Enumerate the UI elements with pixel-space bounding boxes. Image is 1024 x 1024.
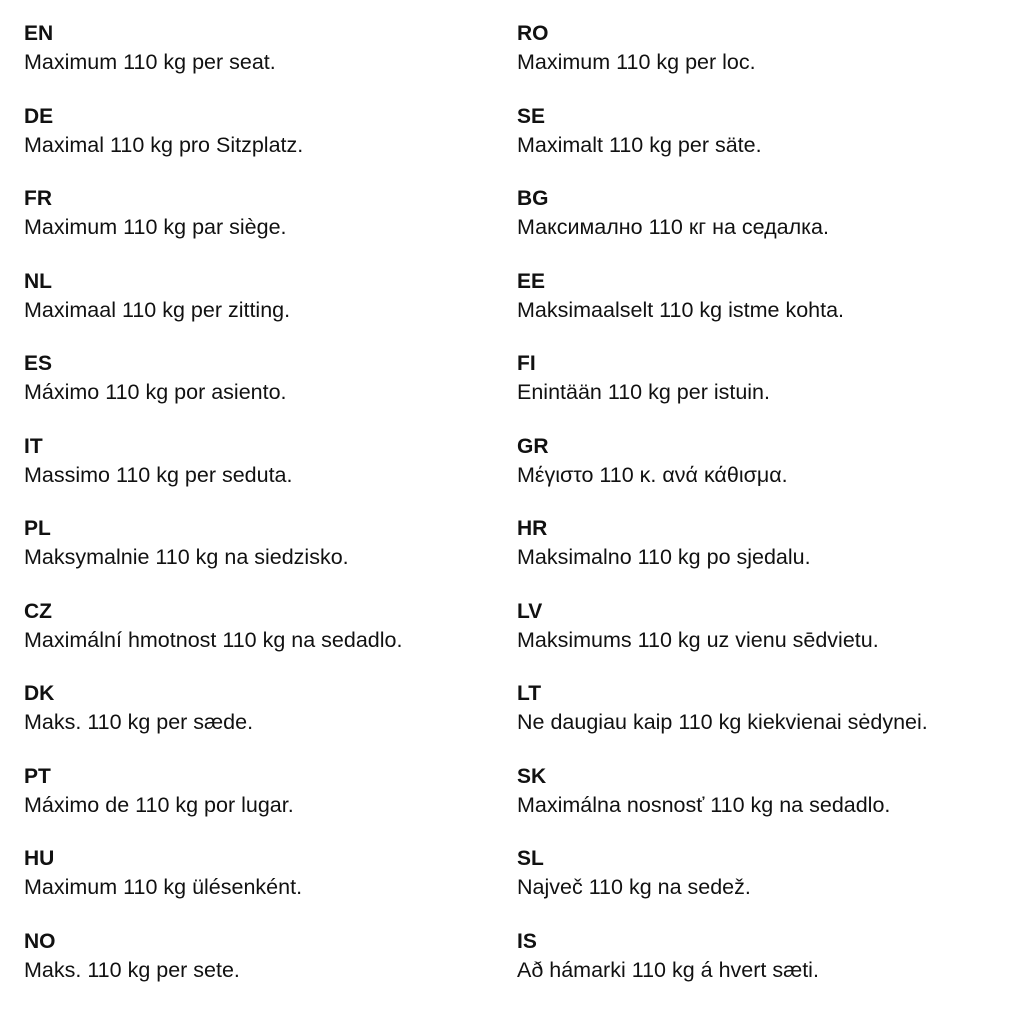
- language-entry: HU Maximum 110 kg ülésenként.: [24, 845, 514, 928]
- language-entry: RO Maximum 110 kg per loc.: [517, 20, 1007, 103]
- weight-limit-text: Максимално 110 кг на седалка.: [517, 215, 829, 239]
- language-code: SL: [517, 847, 544, 870]
- language-entry: CZ Maximální hmotnost 110 kg na sedadlo.: [24, 598, 514, 681]
- language-entry: GR Μέγιστο 110 κ. ανά κάθισμα.: [517, 433, 1007, 516]
- language-code: CZ: [24, 599, 52, 623]
- weight-limit-text: Največ 110 kg na sedež.: [517, 875, 751, 899]
- language-code: EE: [517, 269, 546, 293]
- weight-limit-text: Máximo 110 kg por asiento.: [24, 380, 287, 404]
- weight-limit-text: Maksimaalselt 110 kg istme kohta.: [517, 297, 845, 322]
- weight-limit-text: Μέγιστο 110 κ. ανά κάθισμα.: [517, 462, 788, 487]
- weight-limit-text: Maximum 110 kg par siège.: [24, 215, 287, 239]
- language-entry: LV Maksimums 110 kg uz vienu sēdvietu.: [517, 598, 1007, 681]
- language-code: HR: [517, 517, 548, 540]
- language-code: SE: [517, 104, 546, 128]
- language-code: LV: [517, 599, 543, 623]
- language-code: BG: [517, 187, 549, 210]
- language-code: GR: [517, 434, 549, 458]
- language-entry: FR Maximum 110 kg par siège.: [24, 185, 514, 268]
- weight-limit-text: Maximalt 110 kg per säte.: [517, 132, 762, 157]
- weight-limit-text: Að hámarki 110 kg á hvert sæti.: [517, 957, 819, 982]
- language-entry: EN Maximum 110 kg per seat.: [24, 20, 514, 103]
- language-entry: EE Maksimaalselt 110 kg istme kohta.: [517, 268, 1007, 351]
- weight-limit-text: Maksimums 110 kg uz vienu sēdvietu.: [517, 627, 879, 652]
- language-entry: FI Enintään 110 kg per istuin.: [517, 350, 1007, 433]
- language-entry: SE Maximalt 110 kg per säte.: [517, 103, 1007, 186]
- language-code: DE: [24, 104, 54, 128]
- weight-limit-text: Maks. 110 kg per sæde.: [24, 710, 254, 734]
- language-code: EN: [24, 22, 54, 45]
- language-entry: ES Máximo 110 kg por asiento.: [24, 350, 514, 433]
- language-code: IS: [517, 929, 537, 953]
- weight-limit-text: Maximum 110 kg ülésenként.: [24, 875, 303, 899]
- language-code: HU: [24, 847, 55, 870]
- language-entry: NL Maximaal 110 kg per zitting.: [24, 268, 514, 351]
- language-entry: HR Maksimalno 110 kg po sjedalu.: [517, 515, 1007, 598]
- weight-limit-text: Maximaal 110 kg per zitting.: [24, 297, 291, 322]
- language-entry: PT Máximo de 110 kg por lugar.: [24, 763, 514, 846]
- language-entry: DE Maximal 110 kg pro Sitzplatz.: [24, 103, 514, 186]
- left-column: EN Maximum 110 kg per seat. DE Maximal 110 …: [24, 20, 514, 1010]
- language-entry: SL Največ 110 kg na sedež.: [517, 845, 1007, 928]
- weight-limit-text: Maximum 110 kg per loc.: [517, 50, 756, 74]
- language-entry: DK Maks. 110 kg per sæde.: [24, 680, 514, 763]
- language-code: LT: [517, 682, 542, 705]
- weight-limit-text: Maks. 110 kg per sete.: [24, 957, 240, 982]
- weight-limit-text: Maximální hmotnost 110 kg na sedadlo.: [24, 627, 403, 652]
- language-entry: SK Maximálna nosnosť 110 kg na sedadlo.: [517, 763, 1007, 846]
- language-code: NO: [24, 929, 56, 953]
- language-entry: PL Maksymalnie 110 kg na siedzisko.: [24, 515, 514, 598]
- language-code: ES: [24, 352, 53, 375]
- weight-limit-text: Enintään 110 kg per istuin.: [517, 380, 770, 404]
- right-column: RO Maximum 110 kg per loc. SE Maximalt 110 …: [517, 20, 1007, 1010]
- weight-limit-text: Maximal 110 kg pro Sitzplatz.: [24, 132, 304, 157]
- weight-limit-text: Ne daugiau kaip 110 kg kiekvienai sėdyne…: [517, 710, 928, 734]
- weight-limit-text: Maximálna nosnosť 110 kg na sedadlo.: [517, 792, 891, 817]
- language-code: RO: [517, 22, 549, 45]
- language-code: NL: [24, 269, 52, 293]
- weight-limit-text: Massimo 110 kg per seduta.: [24, 462, 293, 487]
- language-entry: LT Ne daugiau kaip 110 kg kiekvienai sėdy…: [517, 680, 1007, 763]
- language-code: FI: [517, 352, 536, 375]
- weight-limit-text: Maksymalnie 110 kg na siedzisko.: [24, 545, 349, 569]
- language-entry: IS Að hámarki 110 kg á hvert sæti.: [517, 928, 1007, 1011]
- language-code: FR: [24, 187, 52, 210]
- language-code: IT: [24, 434, 43, 458]
- language-code: SK: [517, 764, 547, 788]
- language-code: DK: [24, 682, 55, 705]
- weight-limit-text: Maksimalno 110 kg po sjedalu.: [517, 545, 811, 569]
- language-entry: NO Maks. 110 kg per sete.: [24, 928, 514, 1011]
- language-entry: BG Максимално 110 кг на седалка.: [517, 185, 1007, 268]
- weight-limit-text: Maximum 110 kg per seat.: [24, 50, 276, 74]
- weight-limit-text: Máximo de 110 kg por lugar.: [24, 792, 294, 817]
- language-entry: IT Massimo 110 kg per seduta.: [24, 433, 514, 516]
- language-code: PL: [24, 517, 51, 540]
- language-code: PT: [24, 764, 51, 788]
